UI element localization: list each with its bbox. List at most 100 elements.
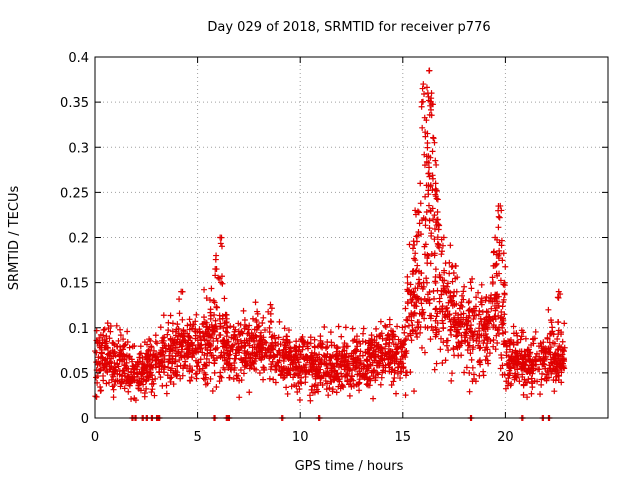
x-axis-label: GPS time / hours [295, 459, 404, 474]
data-point [496, 247, 503, 254]
data-point [152, 353, 159, 360]
data-point [267, 366, 274, 373]
data-point [329, 386, 336, 393]
data-point [184, 322, 191, 329]
data-point [496, 214, 503, 221]
data-point [427, 336, 434, 343]
data-point [497, 202, 504, 209]
data-point [468, 356, 475, 363]
data-point [499, 371, 506, 378]
data-point [97, 383, 104, 390]
data-point [416, 220, 423, 227]
data-point [339, 348, 346, 355]
data-point [243, 337, 250, 344]
data-point [251, 326, 258, 333]
data-point [420, 81, 427, 88]
data-point [430, 101, 437, 108]
data-point [514, 366, 521, 373]
data-point [494, 298, 501, 305]
data-point [448, 331, 455, 338]
data-point [176, 296, 183, 303]
data-point [556, 361, 563, 368]
data-point [186, 316, 193, 323]
data-point [528, 390, 535, 397]
data-point [408, 337, 415, 344]
data-point [368, 332, 375, 339]
data-point [441, 277, 448, 284]
data-point [165, 358, 172, 365]
data-point [127, 368, 134, 375]
y-tick-label: 0 [81, 412, 89, 427]
data-point [534, 378, 541, 385]
data-point [285, 327, 292, 334]
data-point [201, 369, 208, 376]
data-point [186, 363, 193, 370]
data-point [472, 303, 479, 310]
data-point [218, 374, 225, 381]
data-point [283, 384, 290, 391]
data-point [196, 326, 203, 333]
data-point [211, 369, 218, 376]
data-point [434, 240, 441, 247]
x-tick-label: 10 [292, 430, 309, 445]
data-point [246, 389, 253, 396]
data-point [328, 342, 335, 349]
data-point [311, 389, 318, 396]
data-point [190, 321, 197, 328]
data-point [168, 374, 175, 381]
data-point [412, 302, 419, 309]
data-point [211, 328, 218, 335]
data-point [254, 310, 261, 317]
data-point [291, 381, 298, 388]
data-point [293, 338, 300, 345]
data-point [478, 301, 485, 308]
data-point [421, 243, 428, 250]
data-point [438, 305, 445, 312]
data-point [203, 324, 210, 331]
data-point [176, 310, 183, 317]
data-point [317, 333, 324, 340]
data-point [542, 353, 549, 360]
data-point [323, 361, 330, 368]
data-point [421, 349, 428, 356]
data-point [152, 375, 159, 382]
data-point [220, 343, 227, 350]
data-point [467, 350, 474, 357]
data-point [377, 355, 384, 362]
data-point [106, 335, 113, 342]
data-point [499, 324, 506, 331]
data-point [541, 346, 548, 353]
data-point [389, 331, 396, 338]
data-point [312, 357, 319, 364]
data-point [426, 296, 433, 303]
data-point [240, 307, 247, 314]
data-point [249, 334, 256, 341]
data-point [447, 293, 454, 300]
data-point [317, 343, 324, 350]
data-point [137, 358, 144, 365]
data-point [535, 343, 542, 350]
data-point [137, 343, 144, 350]
data-point [444, 337, 451, 344]
data-point [521, 365, 528, 372]
data-point [139, 355, 146, 362]
data-point [237, 367, 244, 374]
data-point [331, 376, 338, 383]
data-point [338, 363, 345, 370]
data-point [268, 334, 275, 341]
data-point [431, 236, 438, 243]
data-point [204, 350, 211, 357]
data-point [538, 343, 545, 350]
data-point [389, 366, 396, 373]
data-point [198, 341, 205, 348]
data-point [107, 358, 114, 365]
data-point [412, 285, 419, 292]
data-point [257, 332, 264, 339]
data-point [407, 291, 414, 298]
data-point [468, 285, 475, 292]
data-point [434, 234, 441, 241]
data-point [267, 301, 274, 308]
data-point [217, 234, 224, 241]
data-point [100, 327, 107, 334]
data-point [432, 317, 439, 324]
